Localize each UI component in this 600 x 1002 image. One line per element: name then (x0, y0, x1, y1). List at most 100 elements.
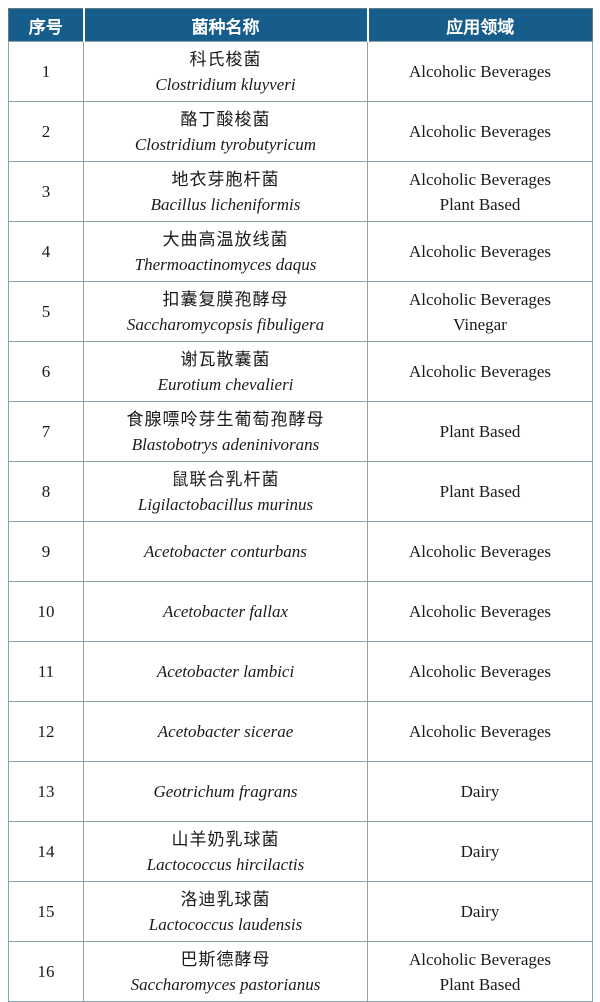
application-label: Dairy (460, 782, 500, 801)
row-number-cell: 12 (8, 701, 84, 762)
application-cell: Alcoholic Beverages (367, 41, 593, 102)
table-row: 2 酪丁酸梭菌 Clostridium tyrobutyricum Alcoho… (8, 101, 593, 162)
strain-name-cell: Geotrichum fragrans (83, 761, 368, 822)
strain-name-latin: Lactococcus hircilactis (146, 854, 305, 874)
application-label: Alcoholic Beverages (408, 362, 552, 381)
application-cell: Alcoholic Beverages (367, 641, 593, 702)
strain-name-cell: Acetobacter sicerae (83, 701, 368, 762)
table-row: 11 Acetobacter lambici Alcoholic Beverag… (8, 641, 593, 702)
column-header-index: 序号 (8, 8, 84, 42)
strain-name-latin: Acetobacter lambici (156, 662, 295, 681)
strain-name-cell: 科氏梭菌 Clostridium kluyveri (83, 41, 368, 102)
application-label: Alcoholic Beverages (408, 542, 552, 561)
strain-name-latin: Geotrichum fragrans (153, 782, 298, 801)
table-row: 6 谢瓦散囊菌 Eurotium chevalieri Alcoholic Be… (8, 341, 593, 402)
application-cell: Alcoholic Beverages (367, 221, 593, 282)
application-cell: Alcoholic Beverages (367, 521, 593, 582)
application-label: Alcoholic Beverages (408, 662, 552, 681)
strain-name-chinese: 科氏梭菌 (189, 49, 262, 69)
document-page: 序号 菌种名称 应用领域 1 科氏梭菌 Clostridium kluyveri… (8, 8, 593, 1002)
row-number-cell: 2 (8, 101, 84, 162)
table-row: 4 大曲高温放线菌 Thermoactinomyces daqus Alcoho… (8, 221, 593, 282)
strain-name-cell: 扣囊复膜孢酵母 Saccharomycopsis fibuligera (83, 281, 368, 342)
strain-name-latin: Thermoactinomyces daqus (134, 254, 317, 274)
strain-name-chinese: 山羊奶乳球菌 (171, 829, 280, 849)
strain-name-latin: Acetobacter conturbans (144, 542, 307, 561)
application-label: Alcoholic Beverages (408, 289, 552, 309)
table-row: 3 地衣芽胞杆菌 Bacillus licheniformis Alcoholi… (8, 161, 593, 222)
strain-name-cell: 山羊奶乳球菌 Lactococcus hircilactis (83, 821, 368, 882)
strain-name-latin: Clostridium tyrobutyricum (134, 134, 317, 154)
row-number-cell: 10 (8, 581, 84, 642)
strain-name-cell: 谢瓦散囊菌 Eurotium chevalieri (83, 341, 368, 402)
application-cell: Plant Based (367, 401, 593, 462)
row-number-cell: 1 (8, 41, 84, 102)
application-cell: Alcoholic Beverages Plant Based (367, 941, 593, 1002)
strain-name-latin: Blastobotrys adeninivorans (131, 434, 320, 454)
strain-name-chinese: 大曲高温放线菌 (162, 229, 289, 249)
row-number-cell: 13 (8, 761, 84, 822)
strain-name-cell: Acetobacter fallax (83, 581, 368, 642)
table-row: 5 扣囊复膜孢酵母 Saccharomycopsis fibuligera Al… (8, 281, 593, 342)
row-number-cell: 5 (8, 281, 84, 342)
application-cell: Dairy (367, 761, 593, 822)
application-cell: Alcoholic Beverages Plant Based (367, 161, 593, 222)
row-number-cell: 11 (8, 641, 84, 702)
strain-name-cell: 食腺嘌呤芽生葡萄孢酵母 Blastobotrys adeninivorans (83, 401, 368, 462)
strain-name-latin: Eurotium chevalieri (157, 374, 294, 394)
strain-name-cell: Acetobacter lambici (83, 641, 368, 702)
application-label: Vinegar (453, 314, 507, 334)
strain-name-cell: 地衣芽胞杆菌 Bacillus licheniformis (83, 161, 368, 222)
application-cell: Alcoholic Beverages (367, 341, 593, 402)
row-number-cell: 8 (8, 461, 84, 522)
strain-name-cell: 酪丁酸梭菌 Clostridium tyrobutyricum (83, 101, 368, 162)
row-number-cell: 16 (8, 941, 84, 1002)
application-cell: Alcoholic Beverages (367, 581, 593, 642)
strain-name-cell: 巴斯德酵母 Saccharomyces pastorianus (83, 941, 368, 1002)
table-row: 13 Geotrichum fragrans Dairy (8, 761, 593, 822)
table-row: 12 Acetobacter sicerae Alcoholic Beverag… (8, 701, 593, 762)
strain-name-latin: Acetobacter sicerae (157, 722, 294, 741)
strain-name-latin: Saccharomycopsis fibuligera (126, 314, 325, 334)
strain-name-latin: Ligilactobacillus murinus (137, 494, 314, 514)
application-cell: Plant Based (367, 461, 593, 522)
application-label: Alcoholic Beverages (408, 169, 552, 189)
strain-name-chinese: 地衣芽胞杆菌 (171, 169, 280, 189)
application-label: Alcoholic Beverages (408, 602, 552, 621)
application-label: Plant Based (439, 194, 521, 214)
strain-name-cell: Acetobacter conturbans (83, 521, 368, 582)
application-label: Alcoholic Beverages (408, 242, 552, 261)
strain-table: 序号 菌种名称 应用领域 1 科氏梭菌 Clostridium kluyveri… (8, 8, 593, 1002)
application-label: Alcoholic Beverages (408, 122, 552, 141)
application-cell: Alcoholic Beverages (367, 101, 593, 162)
row-number-cell: 9 (8, 521, 84, 582)
application-label: Alcoholic Beverages (408, 722, 552, 741)
strain-name-latin: Lactococcus laudensis (148, 914, 303, 934)
application-label: Dairy (460, 902, 500, 921)
column-header-application: 应用领域 (366, 8, 593, 42)
table-row: 14 山羊奶乳球菌 Lactococcus hircilactis Dairy (8, 821, 593, 882)
strain-name-latin: Acetobacter fallax (162, 602, 289, 621)
table-header-row: 序号 菌种名称 应用领域 (8, 8, 593, 42)
table-row: 8 鼠联合乳杆菌 Ligilactobacillus murinus Plant… (8, 461, 593, 522)
application-cell: Alcoholic Beverages Vinegar (367, 281, 593, 342)
table-row: 1 科氏梭菌 Clostridium kluyveri Alcoholic Be… (8, 41, 593, 102)
application-label: Plant Based (439, 422, 521, 441)
row-number-cell: 15 (8, 881, 84, 942)
strain-name-cell: 大曲高温放线菌 Thermoactinomyces daqus (83, 221, 368, 282)
table-row: 10 Acetobacter fallax Alcoholic Beverage… (8, 581, 593, 642)
column-header-strain-name: 菌种名称 (82, 8, 368, 42)
table-row: 16 巴斯德酵母 Saccharomyces pastorianus Alcoh… (8, 941, 593, 1002)
table-row: 15 洛迪乳球菌 Lactococcus laudensis Dairy (8, 881, 593, 942)
strain-name-latin: Clostridium kluyveri (155, 74, 296, 94)
row-number-cell: 7 (8, 401, 84, 462)
application-label: Plant Based (439, 482, 521, 501)
strain-name-chinese: 巴斯德酵母 (180, 949, 271, 969)
row-number-cell: 3 (8, 161, 84, 222)
application-cell: Dairy (367, 881, 593, 942)
strain-name-chinese: 食腺嘌呤芽生葡萄孢酵母 (126, 409, 325, 429)
strain-name-chinese: 扣囊复膜孢酵母 (162, 289, 289, 309)
table-row: 7 食腺嘌呤芽生葡萄孢酵母 Blastobotrys adeninivorans… (8, 401, 593, 462)
application-label: Plant Based (439, 974, 521, 994)
application-cell: Alcoholic Beverages (367, 701, 593, 762)
